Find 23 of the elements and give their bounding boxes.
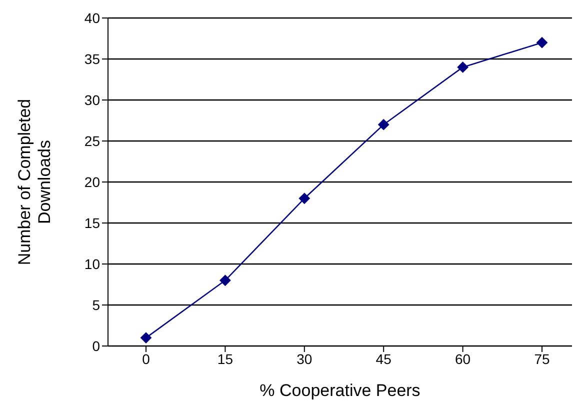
x-tick-label: 0 [142,350,150,367]
point [298,192,310,204]
point [140,332,152,344]
y-tick-label: 25 [84,132,100,149]
y-tick-label: 5 [92,296,100,313]
point [536,37,548,48]
y-tick-label: 30 [84,92,100,108]
x-tick-label: 15 [217,350,234,367]
y-tick-label: 0 [92,338,100,354]
x-tick-label: 45 [376,350,392,367]
x-tick-label: 75 [534,350,550,367]
x-tick-label: 30 [296,350,312,367]
y-tick-label: 15 [84,214,100,231]
point [457,62,468,73]
y-axis-title: Number of Completed Downloads [15,98,54,266]
point [378,119,390,130]
x-axis-title: % Cooperative Peers [260,381,420,400]
x-tick-label: 60 [455,350,471,367]
y-tick-label: 20 [84,174,100,190]
y-tick-label: 10 [84,256,100,272]
y-tick-label: 40 [84,10,100,26]
y-tick-label: 35 [84,50,100,67]
point [220,274,231,286]
